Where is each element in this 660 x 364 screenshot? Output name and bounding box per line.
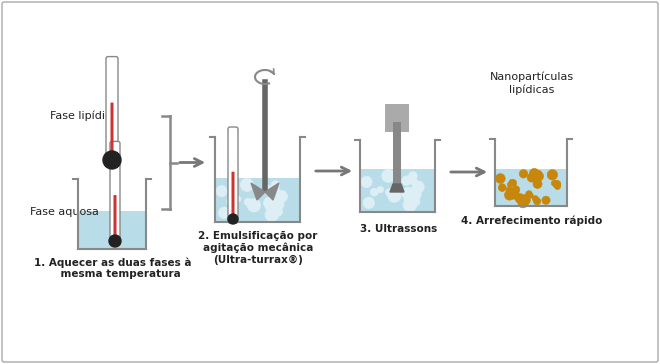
Circle shape: [387, 189, 401, 202]
Circle shape: [403, 198, 417, 212]
Circle shape: [240, 178, 253, 191]
Circle shape: [509, 189, 519, 199]
Circle shape: [512, 186, 520, 194]
Circle shape: [228, 214, 238, 224]
Circle shape: [498, 184, 506, 191]
Circle shape: [409, 171, 417, 180]
Polygon shape: [251, 183, 265, 200]
Circle shape: [529, 169, 539, 178]
Circle shape: [510, 179, 517, 186]
Circle shape: [404, 191, 416, 204]
Text: 1. Aquecer as duas fases à
    mesma temperatura: 1. Aquecer as duas fases à mesma tempera…: [34, 257, 192, 279]
Circle shape: [412, 181, 424, 193]
Circle shape: [377, 186, 383, 193]
Bar: [215, 178, 300, 222]
Bar: [385, 104, 409, 132]
Circle shape: [535, 170, 542, 177]
Circle shape: [547, 170, 558, 180]
Circle shape: [381, 169, 395, 182]
Circle shape: [506, 187, 513, 193]
FancyBboxPatch shape: [110, 141, 120, 245]
Circle shape: [532, 195, 539, 202]
Circle shape: [273, 187, 280, 195]
Circle shape: [533, 179, 542, 189]
Circle shape: [216, 185, 227, 197]
Circle shape: [103, 151, 121, 169]
FancyBboxPatch shape: [106, 56, 118, 166]
Circle shape: [263, 185, 273, 195]
Circle shape: [542, 196, 550, 205]
Circle shape: [551, 180, 557, 186]
Circle shape: [496, 174, 505, 183]
Circle shape: [528, 193, 533, 198]
Text: 2. Emulsificação por
agitação mecânica
(Ultra-turrax®): 2. Emulsificação por agitação mecânica (…: [198, 231, 317, 265]
FancyBboxPatch shape: [228, 127, 238, 223]
Circle shape: [509, 179, 515, 185]
Circle shape: [363, 197, 374, 209]
Bar: [360, 169, 435, 212]
Circle shape: [554, 183, 560, 190]
Circle shape: [504, 190, 515, 200]
Circle shape: [402, 176, 411, 185]
Circle shape: [515, 194, 525, 203]
Circle shape: [361, 176, 372, 187]
Bar: [495, 169, 567, 206]
Circle shape: [533, 198, 541, 205]
Circle shape: [273, 206, 282, 216]
Circle shape: [553, 180, 561, 188]
Circle shape: [405, 199, 412, 207]
Circle shape: [519, 170, 528, 178]
FancyBboxPatch shape: [110, 103, 114, 161]
Circle shape: [234, 196, 241, 202]
Circle shape: [508, 182, 513, 187]
Circle shape: [385, 189, 393, 196]
Text: 3. Ultrassons: 3. Ultrassons: [360, 224, 438, 234]
Circle shape: [412, 191, 421, 199]
Circle shape: [534, 171, 544, 181]
Circle shape: [266, 201, 279, 214]
Circle shape: [527, 173, 536, 182]
Text: Nanopartículas
lipídicas: Nanopartículas lipídicas: [490, 72, 574, 95]
Circle shape: [218, 207, 230, 218]
Circle shape: [518, 198, 528, 208]
Text: Fase aquosa: Fase aquosa: [30, 207, 99, 217]
Circle shape: [263, 197, 277, 209]
FancyBboxPatch shape: [114, 195, 117, 241]
Circle shape: [370, 188, 378, 196]
Circle shape: [411, 178, 418, 185]
Circle shape: [519, 195, 531, 206]
Circle shape: [267, 209, 275, 217]
Circle shape: [271, 181, 280, 189]
Circle shape: [248, 199, 261, 212]
Text: Fase lipídica: Fase lipídica: [50, 111, 118, 121]
FancyBboxPatch shape: [232, 172, 234, 218]
Circle shape: [525, 191, 533, 197]
Circle shape: [271, 197, 284, 209]
Bar: [78, 210, 146, 249]
Circle shape: [275, 190, 288, 202]
Circle shape: [265, 208, 279, 222]
Polygon shape: [265, 183, 279, 200]
Circle shape: [226, 198, 234, 206]
Bar: [393, 122, 401, 184]
Circle shape: [410, 197, 420, 206]
Circle shape: [276, 201, 284, 209]
Circle shape: [409, 187, 421, 200]
Polygon shape: [390, 184, 404, 192]
Circle shape: [109, 235, 121, 247]
Circle shape: [244, 198, 252, 206]
Circle shape: [528, 173, 535, 181]
Text: 4. Arrefecimento rápido: 4. Arrefecimento rápido: [461, 216, 603, 226]
Circle shape: [402, 187, 414, 200]
